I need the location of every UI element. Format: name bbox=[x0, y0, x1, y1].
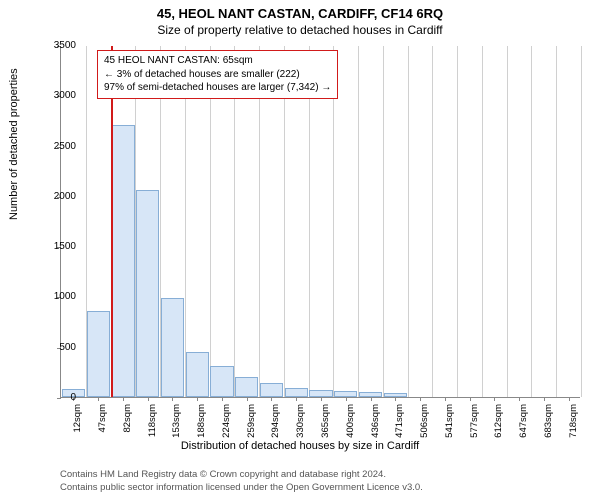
grid-line bbox=[457, 46, 458, 397]
footer-attribution: Contains HM Land Registry data © Crown c… bbox=[60, 469, 423, 494]
x-tick-mark bbox=[470, 397, 471, 401]
x-tick-mark bbox=[222, 397, 223, 401]
grid-line bbox=[482, 46, 483, 397]
footer-line-1: Contains HM Land Registry data © Crown c… bbox=[60, 469, 423, 481]
grid-line bbox=[309, 46, 310, 397]
grid-line bbox=[556, 46, 557, 397]
x-tick-label: 118sqm bbox=[147, 404, 158, 448]
x-tick-label: 612sqm bbox=[493, 404, 504, 448]
x-tick-mark bbox=[371, 397, 372, 401]
y-tick-label: 500 bbox=[42, 342, 76, 353]
x-tick-mark bbox=[123, 397, 124, 401]
x-tick-mark bbox=[544, 397, 545, 401]
x-tick-mark bbox=[445, 397, 446, 401]
grid-line bbox=[284, 46, 285, 397]
y-tick-label: 2500 bbox=[42, 141, 76, 152]
histogram-bar bbox=[136, 190, 159, 397]
grid-line bbox=[358, 46, 359, 397]
x-tick-mark bbox=[197, 397, 198, 401]
footer-line-2: Contains public sector information licen… bbox=[60, 482, 423, 494]
x-tick-label: 436sqm bbox=[370, 404, 381, 448]
grid-line bbox=[234, 46, 235, 397]
plot-area: 45 HEOL NANT CASTAN: 65sqm← 3% of detach… bbox=[60, 46, 580, 398]
x-tick-label: 82sqm bbox=[122, 404, 133, 448]
histogram-bar bbox=[260, 383, 283, 397]
info-box-line: 97% of semi-detached houses are larger (… bbox=[104, 81, 331, 95]
grid-line bbox=[259, 46, 260, 397]
x-tick-mark bbox=[494, 397, 495, 401]
grid-line bbox=[210, 46, 211, 397]
x-tick-label: 188sqm bbox=[196, 404, 207, 448]
histogram-bar bbox=[359, 392, 382, 397]
x-tick-label: 153sqm bbox=[171, 404, 182, 448]
x-tick-mark bbox=[98, 397, 99, 401]
x-tick-mark bbox=[346, 397, 347, 401]
x-tick-mark bbox=[519, 397, 520, 401]
x-tick-label: 683sqm bbox=[543, 404, 554, 448]
histogram-bar bbox=[111, 125, 134, 397]
x-tick-label: 400sqm bbox=[345, 404, 356, 448]
info-box-line: ← 3% of detached houses are smaller (222… bbox=[104, 68, 331, 82]
x-tick-mark bbox=[420, 397, 421, 401]
histogram-bar bbox=[285, 388, 308, 397]
x-tick-label: 365sqm bbox=[320, 404, 331, 448]
x-tick-label: 718sqm bbox=[568, 404, 579, 448]
histogram-bar bbox=[186, 352, 209, 397]
x-tick-label: 12sqm bbox=[72, 404, 83, 448]
x-tick-label: 47sqm bbox=[97, 404, 108, 448]
x-tick-label: 577sqm bbox=[469, 404, 480, 448]
chart-title: 45, HEOL NANT CASTAN, CARDIFF, CF14 6RQ bbox=[0, 0, 600, 21]
x-tick-mark bbox=[569, 397, 570, 401]
grid-line bbox=[581, 46, 582, 397]
histogram-bar bbox=[309, 390, 332, 397]
x-tick-label: 647sqm bbox=[518, 404, 529, 448]
grid-line bbox=[531, 46, 532, 397]
x-tick-mark bbox=[148, 397, 149, 401]
property-info-box: 45 HEOL NANT CASTAN: 65sqm← 3% of detach… bbox=[97, 50, 338, 99]
x-tick-label: 330sqm bbox=[295, 404, 306, 448]
grid-line bbox=[432, 46, 433, 397]
y-tick-label: 2000 bbox=[42, 191, 76, 202]
chart-subtitle: Size of property relative to detached ho… bbox=[0, 21, 600, 37]
grid-line bbox=[408, 46, 409, 397]
histogram-bar bbox=[235, 377, 258, 397]
y-axis-label: Number of detached properties bbox=[8, 68, 20, 220]
grid-line bbox=[383, 46, 384, 397]
x-tick-label: 259sqm bbox=[246, 404, 257, 448]
x-tick-label: 541sqm bbox=[444, 404, 455, 448]
grid-line bbox=[185, 46, 186, 397]
y-tick-label: 0 bbox=[42, 392, 76, 403]
info-box-line: 45 HEOL NANT CASTAN: 65sqm bbox=[104, 54, 331, 68]
grid-line bbox=[333, 46, 334, 397]
x-tick-label: 224sqm bbox=[221, 404, 232, 448]
histogram-bar bbox=[334, 391, 357, 397]
x-tick-mark bbox=[247, 397, 248, 401]
x-tick-label: 506sqm bbox=[419, 404, 430, 448]
x-tick-mark bbox=[172, 397, 173, 401]
y-tick-label: 3000 bbox=[42, 90, 76, 101]
y-tick-label: 3500 bbox=[42, 40, 76, 51]
histogram-bar bbox=[210, 366, 233, 397]
histogram-bar bbox=[87, 311, 110, 397]
y-tick-label: 1500 bbox=[42, 241, 76, 252]
x-tick-mark bbox=[271, 397, 272, 401]
x-tick-label: 471sqm bbox=[394, 404, 405, 448]
histogram-bar bbox=[161, 298, 184, 397]
y-tick-label: 1000 bbox=[42, 291, 76, 302]
x-tick-mark bbox=[395, 397, 396, 401]
histogram-bar bbox=[384, 393, 407, 397]
x-tick-label: 294sqm bbox=[270, 404, 281, 448]
property-marker-line bbox=[111, 46, 113, 397]
x-tick-mark bbox=[321, 397, 322, 401]
x-tick-mark bbox=[296, 397, 297, 401]
grid-line bbox=[507, 46, 508, 397]
